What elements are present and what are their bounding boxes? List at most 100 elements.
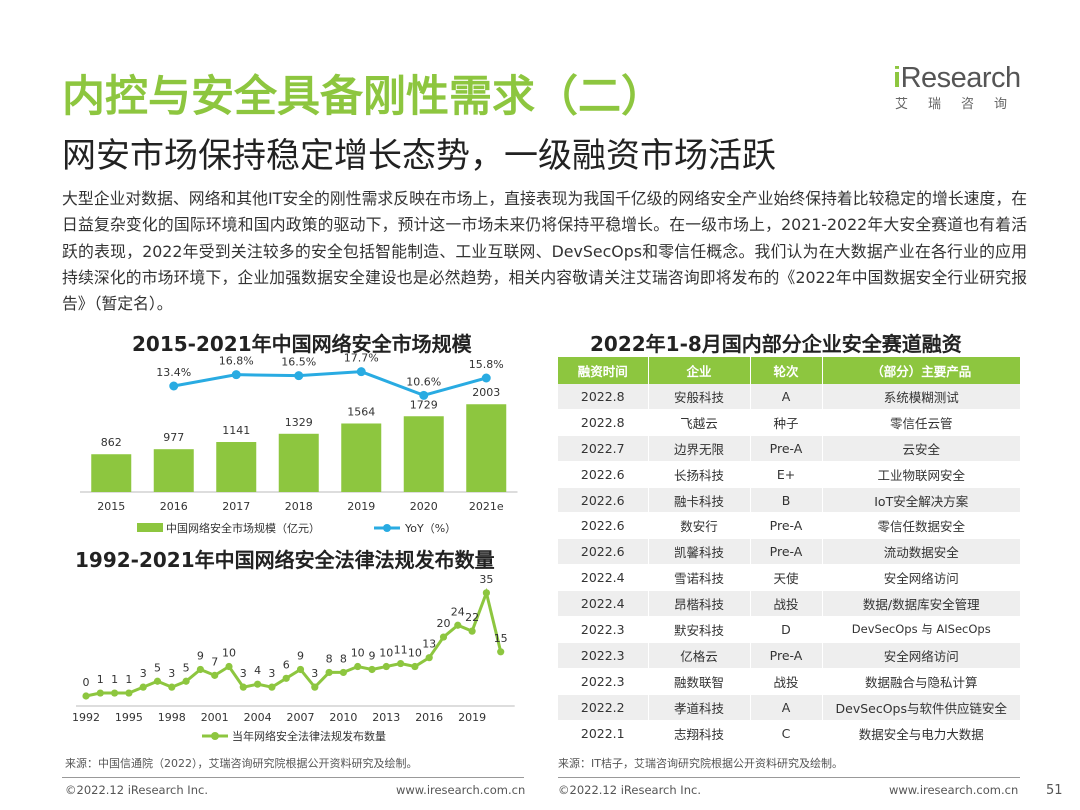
x-tick-label: 2010 <box>329 711 357 724</box>
table-row: 2022.7 边界无限 Pre-A 云安全 <box>558 435 1020 462</box>
table-cell: 2022.3 <box>558 616 648 643</box>
legend-bar-swatch <box>137 523 163 532</box>
table-cell: 2022.6 <box>558 487 648 514</box>
table-cell: 工业物联网安全 <box>821 461 1020 488</box>
point-label: 24 <box>451 605 465 618</box>
x-tick-label: 2016 <box>160 500 188 513</box>
point-2021 <box>497 648 505 656</box>
point-1992 <box>82 692 90 700</box>
table-row: 2022.1 志翔科技 C 数据安全与电力大数据 <box>558 720 1020 747</box>
table-title: 2022年1-8月国内部分企业安全赛道融资 <box>590 332 962 356</box>
point-1994 <box>111 689 119 697</box>
table-cell: A <box>749 384 822 410</box>
source-right: 来源：IT桔子，艾瑞咨询研究院根据公开资料研究及绘制。 <box>558 757 843 770</box>
table-cell: C <box>749 720 822 747</box>
table-cell: 志翔科技 <box>647 720 750 747</box>
legend-line-marker <box>383 524 391 532</box>
point-label: 13 <box>422 638 436 651</box>
x-tick-label: 2001 <box>201 711 229 724</box>
page-subtitle: 网安市场保持稳定增长态势，一级融资市场活跃 <box>62 136 776 176</box>
x-tick-label: 1998 <box>158 711 186 724</box>
point-label: 6 <box>283 658 290 671</box>
table-cell: DevSecOps 与 AISecOps <box>821 616 1020 643</box>
table-row: 2022.6 凯馨科技 Pre-A 流动数据安全 <box>558 538 1020 566</box>
point-label: 7 <box>211 655 218 668</box>
legend-line-marker <box>211 732 219 740</box>
point-2004 <box>254 680 262 688</box>
table-row: 2022.8 飞越云 种子 零信任云管 <box>558 409 1020 436</box>
point-label: 4 <box>254 664 261 677</box>
point-2018 <box>454 621 462 629</box>
bar-label: 1729 <box>410 398 438 411</box>
table-header-cell: 轮次 <box>749 357 822 384</box>
footer-url-right[interactable]: www.iresearch.com.cn <box>889 783 1019 797</box>
source-left: 来源：中国信通院（2022），艾瑞咨询研究院根据公开资料研究及绘制。 <box>65 757 418 770</box>
yoy-label: 16.5% <box>281 356 316 369</box>
point-2014 <box>397 659 405 668</box>
table-cell: 2022.3 <box>558 642 648 669</box>
point-label: 9 <box>297 649 304 662</box>
bar-label: 862 <box>101 436 122 449</box>
point-2013 <box>382 662 390 671</box>
table-header-row: 融资时间 企业 轮次 （部分）主要产品 <box>558 357 1020 384</box>
bar-label: 2003 <box>472 386 500 399</box>
point-2011 <box>354 662 362 671</box>
financing-table: 融资时间 企业 轮次 （部分）主要产品 2022.8 安般科技 A 系统模糊测试 2022.8… <box>558 357 1020 747</box>
table-row: 2022.2 孝道科技 A DevSecOps与软件供应链安全 <box>558 694 1020 721</box>
yoy-point-2018 <box>294 371 304 381</box>
table-cell: 安全网络访问 <box>821 642 1020 669</box>
table-row: 2022.3 融数联智 战投 数据融合与隐私计算 <box>558 668 1020 695</box>
legend-label: 当年网络安全法律法规发布数量 <box>232 729 386 743</box>
table-cell: 昂楷科技 <box>647 590 750 618</box>
table-cell: 2022.6 <box>558 461 648 488</box>
table-cell: 2022.8 <box>558 384 648 410</box>
point-label: 9 <box>197 649 204 662</box>
x-tick-label: 2019 <box>458 711 486 724</box>
table-cell: Pre-A <box>749 642 822 669</box>
bar-2017 <box>216 442 257 492</box>
point-label: 3 <box>311 667 318 680</box>
table-cell: 2022.6 <box>558 512 648 540</box>
bar-2015 <box>91 454 132 492</box>
footer-url-left[interactable]: www.iresearch.com.cn <box>396 783 526 797</box>
footer-divider-left <box>62 777 524 778</box>
point-2008 <box>311 683 319 691</box>
bar-label: 977 <box>163 431 184 444</box>
point-1995 <box>125 689 133 697</box>
table-cell: A <box>749 694 822 721</box>
x-tick-label: 2021e <box>469 500 504 513</box>
point-2016 <box>425 654 433 662</box>
body-paragraph: 大型企业对数据、网络和其他IT安全的刚性需求反映在市场上，直接表现为我国千亿级的… <box>62 189 1027 314</box>
table-cell: 长扬科技 <box>647 461 750 488</box>
table-cell: 2022.1 <box>558 720 648 747</box>
bar-2016 <box>153 449 194 492</box>
point-label: 8 <box>340 652 347 665</box>
point-2017 <box>439 633 448 641</box>
bar-label: 1329 <box>285 416 313 429</box>
point-1998 <box>168 683 176 691</box>
table-cell: 飞越云 <box>647 409 750 436</box>
table-cell: 零信任数据安全 <box>821 512 1020 540</box>
x-tick-label: 2018 <box>285 500 313 513</box>
yoy-point-2021e <box>481 373 491 383</box>
table-cell: 云安全 <box>821 435 1020 462</box>
table-cell: 零信任云管 <box>821 409 1020 436</box>
x-tick-label: 2019 <box>347 500 375 513</box>
footer-copyright-left: ©2022.12 iResearch Inc. <box>65 783 208 797</box>
chart2-title: 1992-2021年中国网络安全法律法规发布数量 <box>75 548 495 572</box>
table-cell: 2022.4 <box>558 590 648 618</box>
point-label: 11 <box>394 644 408 657</box>
point-label: 9 <box>369 649 376 662</box>
table-cell: 2022.7 <box>558 435 648 462</box>
table-cell: Pre-A <box>749 435 822 462</box>
point-label: 3 <box>140 667 147 680</box>
table-row: 2022.3 亿格云 Pre-A 安全网络访问 <box>558 642 1020 669</box>
table-row: 2022.8 安般科技 A 系统模糊测试 <box>558 384 1020 410</box>
bar-label: 1564 <box>347 405 375 418</box>
point-2002 <box>225 662 233 671</box>
iresearch-logo: iResearch 艾瑞咨询 <box>893 62 1033 112</box>
table-cell: D <box>749 616 822 643</box>
yoy-point-2020 <box>419 390 429 400</box>
bar-label: 1141 <box>222 424 250 437</box>
table-cell: 数据安全与电力大数据 <box>821 720 1020 747</box>
